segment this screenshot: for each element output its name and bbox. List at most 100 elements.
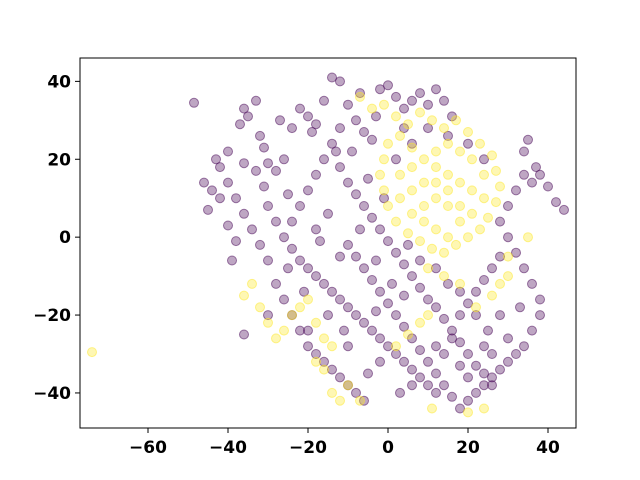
scatter-point-class_0	[203, 204, 213, 215]
scatter-point-class_0	[407, 95, 417, 106]
scatter-point-class_0	[227, 255, 237, 266]
scatter-point-class_0	[251, 95, 261, 106]
scatter-point-class_0	[343, 341, 353, 352]
scatter-point-class_1	[451, 239, 461, 250]
scatter-point-class_0	[255, 130, 265, 141]
scatter-point-class_0	[503, 201, 513, 211]
scatter-point-class_0	[319, 154, 329, 165]
scatter-point-class_1	[383, 138, 393, 149]
scatter-point-class_0	[391, 91, 401, 102]
scatter-point-class_1	[467, 154, 477, 165]
x-tick-label: −40	[209, 438, 247, 458]
scatter-point-class_0	[455, 337, 465, 348]
y-tick-label: 20	[47, 150, 71, 170]
scatter-point-class_0	[495, 216, 505, 227]
scatter-point-class_0	[455, 403, 465, 414]
scatter-point-class_0	[447, 333, 457, 344]
scatter-point-class_0	[311, 169, 321, 180]
scatter-point-class_0	[515, 302, 525, 313]
scatter-point-class_0	[239, 158, 249, 169]
scatter-point-class_1	[487, 290, 497, 301]
scatter-point-class_1	[311, 356, 321, 367]
y-tick-label: −20	[33, 306, 71, 326]
scatter-point-class_1	[87, 347, 97, 358]
scatter-point-class_1	[431, 177, 441, 188]
scatter-point-class_1	[423, 310, 433, 321]
scatter-point-class_1	[439, 271, 449, 282]
scatter-point-class_1	[503, 251, 513, 262]
scatter-point-class_1	[403, 228, 413, 239]
scatter-point-class_1	[443, 201, 453, 211]
scatter-point-class_0	[383, 298, 393, 309]
scatter-point-class_0	[399, 259, 409, 270]
scatter-point-class_0	[407, 380, 417, 391]
scatter-point-class_0	[439, 380, 449, 391]
scatter-point-class_0	[327, 72, 337, 83]
scatter-point-class_0	[543, 181, 553, 192]
scatter-point-class_0	[479, 154, 489, 165]
scatter-point-class_1	[319, 333, 329, 344]
y-axis: −40 −20 0 20 40	[33, 72, 80, 404]
scatter-point-class_0	[319, 356, 329, 367]
scatter-point-class_0	[431, 263, 441, 274]
scatter-point-class_0	[263, 201, 273, 211]
scatter-point-class_0	[399, 356, 409, 367]
scatter-point-class_1	[395, 169, 405, 180]
scatter-point-class_1	[239, 290, 249, 301]
scatter-point-class_1	[491, 197, 501, 208]
scatter-point-class_0	[327, 138, 337, 149]
scatter-point-class_1	[407, 208, 417, 219]
scatter-point-class_0	[371, 255, 381, 266]
scatter-point-class_1	[287, 310, 297, 321]
x-tick-label: −20	[289, 438, 327, 458]
scatter-point-class_1	[479, 169, 489, 180]
scatter-point-class_0	[283, 263, 293, 274]
scatter-point-class_1	[431, 162, 441, 173]
scatter-point-class_0	[383, 80, 393, 91]
scatter-point-class_1	[367, 103, 377, 114]
scatter-point-class_0	[211, 154, 221, 165]
scatter-point-class_0	[223, 177, 233, 188]
scatter-point-class_1	[487, 150, 497, 161]
scatter-point-class_0	[443, 130, 453, 141]
scatter-point-class_1	[431, 193, 441, 204]
scatter-point-class_0	[519, 146, 529, 157]
scatter-point-class_1	[379, 185, 389, 196]
scatter-point-class_0	[367, 134, 377, 145]
scatter-point-class_0	[335, 294, 345, 305]
scatter-point-class_1	[407, 185, 417, 196]
scatter-point-class_0	[383, 236, 393, 247]
scatter-point-class_0	[303, 325, 313, 336]
scatter-point-class_1	[523, 232, 533, 243]
scatter-point-class_0	[303, 185, 313, 196]
scatter-point-class_1	[455, 177, 465, 188]
scatter-point-class_0	[447, 391, 457, 402]
scatter-point-class_0	[279, 154, 289, 165]
scatter-point-class_0	[523, 134, 533, 145]
scatter-point-class_1	[355, 91, 365, 102]
scatter-point-class_1	[463, 407, 473, 418]
x-tick-label: 0	[382, 438, 394, 458]
scatter-point-class_0	[375, 333, 385, 344]
scatter-point-class_0	[527, 325, 537, 336]
scatter-point-class_0	[415, 255, 425, 266]
scatter-point-class_0	[263, 158, 273, 169]
scatter-point-class_0	[431, 302, 441, 313]
scatter-point-class_0	[189, 97, 199, 108]
scatter-point-class_0	[339, 325, 349, 336]
scatter-point-class_0	[355, 224, 365, 235]
scatter-point-class_0	[351, 189, 361, 200]
scatter-point-class_1	[391, 216, 401, 227]
scatter-point-class_1	[467, 185, 477, 196]
scatter-point-class_0	[471, 310, 481, 321]
x-axis: −60 −40 −20 0 20 40	[129, 428, 560, 458]
scatter-point-class_0	[503, 333, 513, 344]
scatter-point-class_0	[271, 216, 281, 227]
scatter-point-class_1	[419, 201, 429, 211]
scatter-point-class_0	[463, 298, 473, 309]
scatter-point-class_1	[443, 232, 453, 243]
scatter-point-class_1	[463, 127, 473, 137]
scatter-point-class_0	[391, 310, 401, 321]
scatter-point-class_0	[239, 329, 249, 340]
scatter-point-class_0	[311, 271, 321, 282]
